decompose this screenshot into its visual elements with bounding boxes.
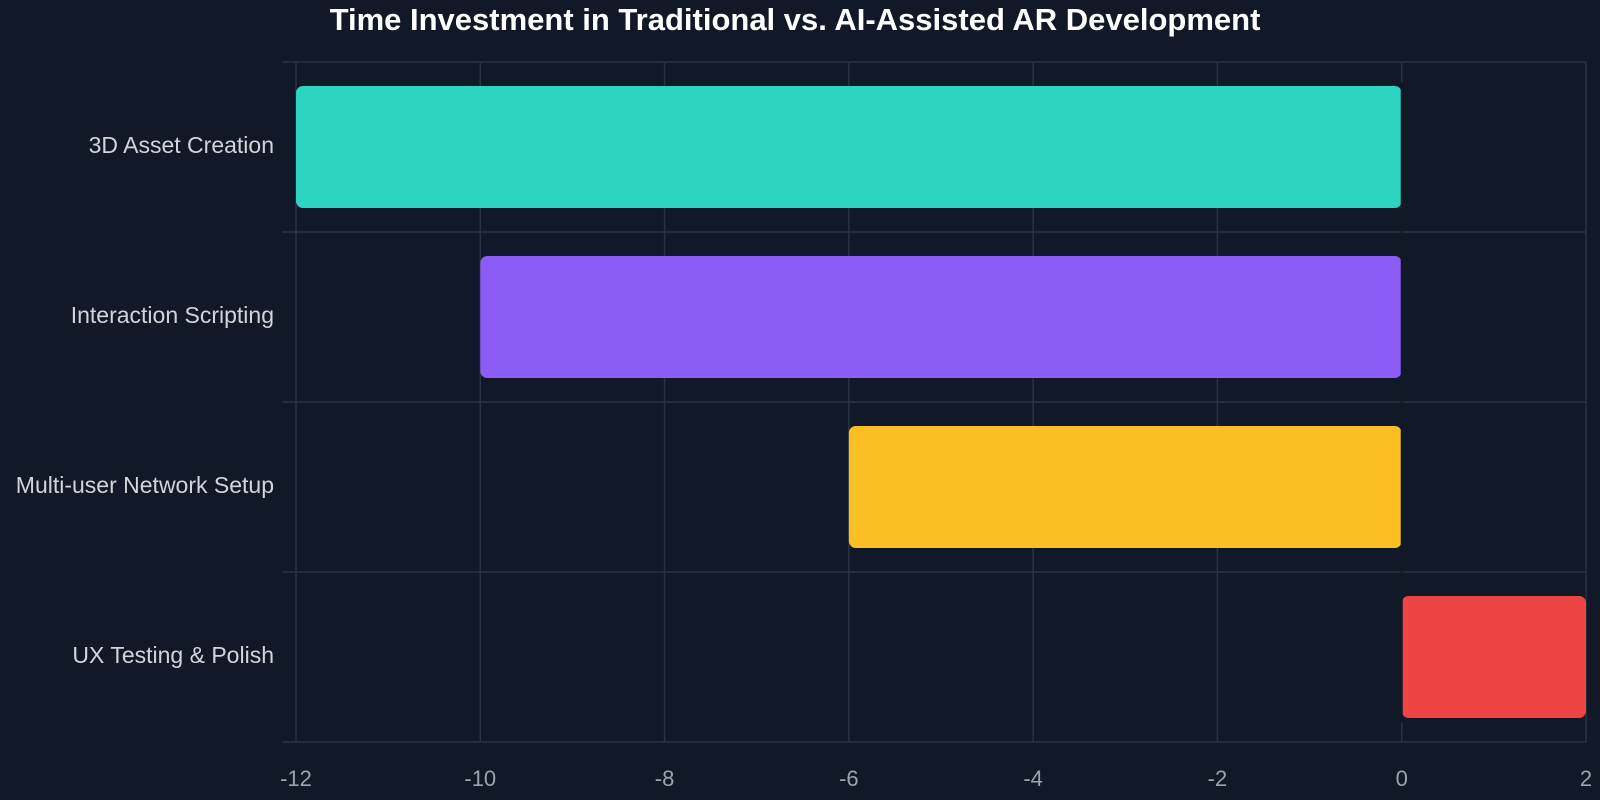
category-label: 3D Asset Creation <box>89 132 274 158</box>
category-label: UX Testing & Polish <box>72 642 274 668</box>
category-label: Interaction Scripting <box>71 302 274 328</box>
x-tick-label: -8 <box>655 766 675 791</box>
x-tick-label: -2 <box>1208 766 1228 791</box>
bar-1 <box>296 86 1402 208</box>
bar-4 <box>1401 596 1586 718</box>
x-tick-label: -12 <box>280 766 312 791</box>
x-tick-label: -10 <box>464 766 496 791</box>
bar-2 <box>480 256 1402 378</box>
x-tick-label: 0 <box>1396 766 1408 791</box>
bar-3 <box>848 426 1402 548</box>
x-tick-label: -4 <box>1023 766 1043 791</box>
x-tick-labels: -12 -10 -8 -6 -4 -2 0 2 <box>280 766 1592 791</box>
category-label: Multi-user Network Setup <box>16 472 274 498</box>
x-tick-label: 2 <box>1580 766 1592 791</box>
x-tick-label: -6 <box>839 766 859 791</box>
category-labels: 3D Asset Creation Interaction Scripting Mu… <box>16 132 274 668</box>
chart-title: Time Investment in Traditional vs. AI-As… <box>329 2 1261 37</box>
bars <box>296 86 1586 718</box>
